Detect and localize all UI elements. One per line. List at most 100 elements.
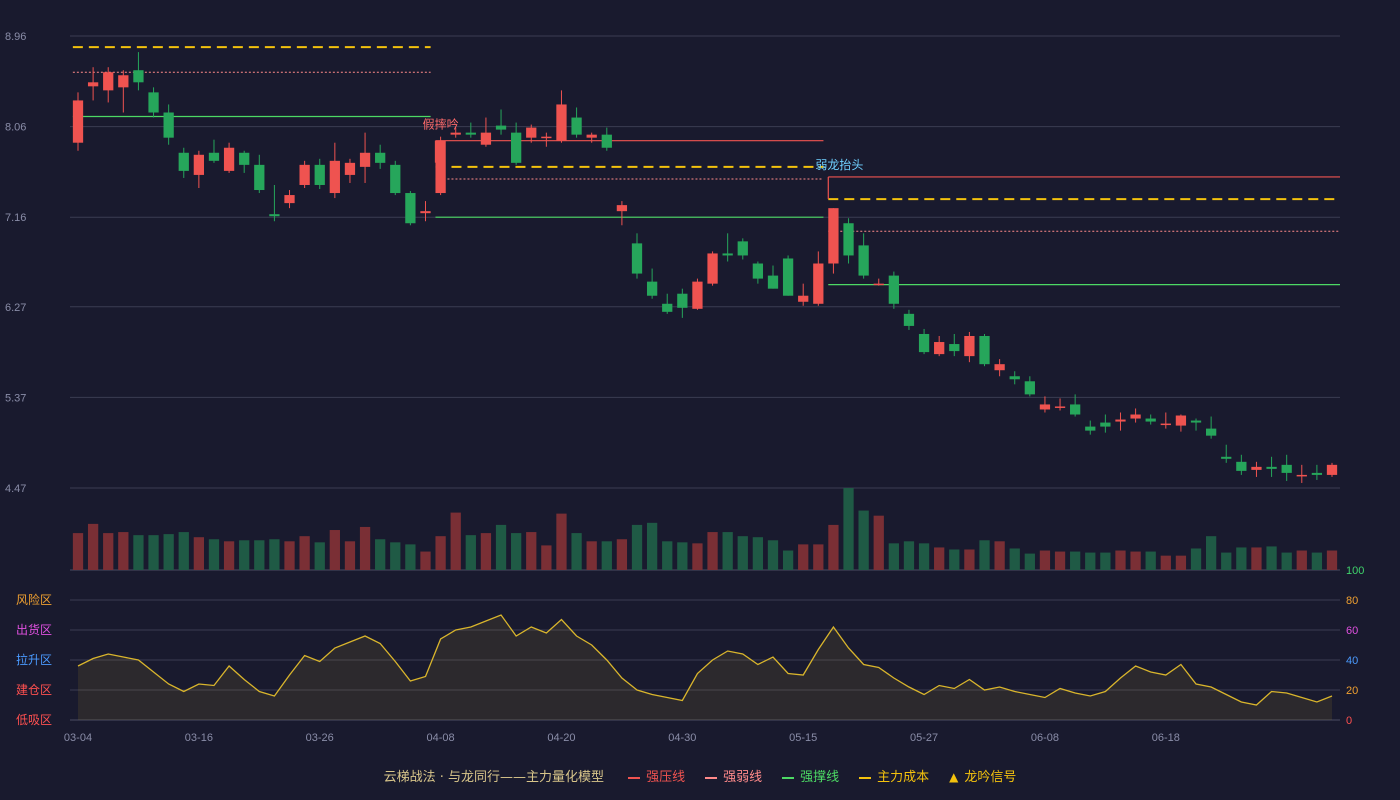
volume-bar (375, 539, 386, 570)
volume-bar (737, 536, 748, 570)
volume-bar (1311, 552, 1323, 570)
volume-bar (888, 543, 899, 570)
candle-body (707, 253, 718, 284)
candle-body (1100, 422, 1111, 427)
candle-body (495, 125, 507, 130)
candle-body (314, 164, 325, 185)
volume-bar (631, 524, 643, 570)
candle-body (511, 132, 522, 163)
volume-bar (1221, 552, 1232, 570)
volume-bar (843, 488, 854, 570)
candle-body (903, 313, 915, 326)
osc-tick-label: 60 (1346, 625, 1358, 637)
candle-body (662, 303, 673, 312)
volume-bar (873, 515, 884, 570)
volume-bar (1100, 552, 1111, 570)
volume-bar (1115, 550, 1126, 570)
volume-bar (465, 535, 476, 570)
candle-body (934, 342, 945, 355)
volume-bar (72, 533, 84, 570)
candle-body (526, 127, 537, 138)
price-tick-label: 8.96 (5, 31, 26, 43)
osc-tick-label: 80 (1346, 595, 1358, 607)
volume-bar (314, 542, 325, 570)
volume-bar (148, 535, 159, 570)
candle-body (737, 241, 748, 256)
price-tick-label: 5.37 (5, 392, 26, 404)
candle-body (843, 223, 854, 256)
volume-bar (1085, 552, 1096, 570)
volume-bar (722, 532, 733, 570)
volume-bar (1281, 552, 1292, 570)
candle-body (148, 92, 159, 113)
osc-tick-label: 0 (1346, 715, 1352, 727)
volume-bar (1326, 550, 1338, 570)
volume-bar (782, 550, 794, 570)
volume-bar (299, 536, 310, 570)
candle-body (541, 136, 552, 139)
candle-body (1145, 418, 1156, 422)
volume-bar (118, 532, 129, 570)
volume-bar (223, 541, 235, 570)
volume-bar (1009, 548, 1020, 570)
candle-body (767, 275, 779, 289)
candle-body (178, 152, 189, 171)
candle-body (133, 70, 144, 83)
candle-body (1039, 404, 1051, 410)
volume-bars (72, 488, 1338, 570)
candle-body (1311, 472, 1323, 475)
volume-bar (828, 524, 839, 570)
legend-item: 主力成本 (859, 766, 929, 785)
date-tick-label: 06-18 (1152, 732, 1180, 744)
volume-bar (964, 549, 975, 570)
candle-body (269, 214, 280, 217)
volume-bar (359, 526, 371, 570)
date-tick-label: 04-20 (547, 732, 575, 744)
volume-bar (1236, 547, 1247, 570)
volume-bar (1145, 551, 1156, 570)
candle-body (616, 205, 628, 212)
candle-body (1221, 456, 1232, 459)
legend-label: 龙吟信号 (964, 770, 1017, 785)
volume-bar (994, 541, 1005, 570)
legend: 云梯战法 · 与龙同行——主力量化模型 强压线 强弱线 强撑线 主力成本 ▲ 龙吟信号 (0, 766, 1400, 785)
date-tick-label: 03-04 (64, 732, 92, 744)
candle-body (1115, 419, 1126, 422)
price-tick-label: 4.47 (5, 483, 26, 495)
volume-bar (420, 551, 431, 570)
volume-bar (344, 541, 356, 570)
candle-body (601, 134, 612, 148)
signal-annotation: 假摔吟 (423, 117, 459, 132)
osc-zone-label: 建仓区 (16, 683, 52, 697)
date-tick-label: 03-16 (185, 732, 213, 744)
candle-body (556, 104, 567, 141)
volume-bar (858, 510, 869, 570)
candle-body (949, 344, 960, 352)
volume-bar (646, 522, 658, 570)
legend-swatch (628, 776, 641, 779)
candle-body (239, 152, 250, 165)
candle-body (858, 245, 869, 276)
candle-body (1326, 464, 1338, 475)
legend-label: 强撑线 (800, 770, 840, 785)
legend-swatch (705, 776, 718, 779)
volume-bar (526, 532, 537, 570)
volume-bar (1205, 536, 1217, 570)
candle-body (979, 335, 990, 365)
volume-bar (511, 533, 522, 570)
volume-bar (239, 540, 250, 570)
candle-body (299, 164, 310, 185)
osc-zone-label: 拉升区 (16, 652, 52, 667)
candle-body (223, 147, 235, 171)
volume-bar (903, 541, 915, 570)
legend-swatch (859, 776, 872, 779)
volume-bar (616, 539, 628, 570)
volume-bar (329, 530, 340, 570)
candle-body (1130, 414, 1141, 419)
candle-body (1054, 406, 1066, 408)
osc-zone-label: 低吸区 (16, 713, 52, 727)
volume-bar (918, 543, 930, 570)
candle-body (344, 162, 356, 175)
candle-body (964, 335, 975, 357)
